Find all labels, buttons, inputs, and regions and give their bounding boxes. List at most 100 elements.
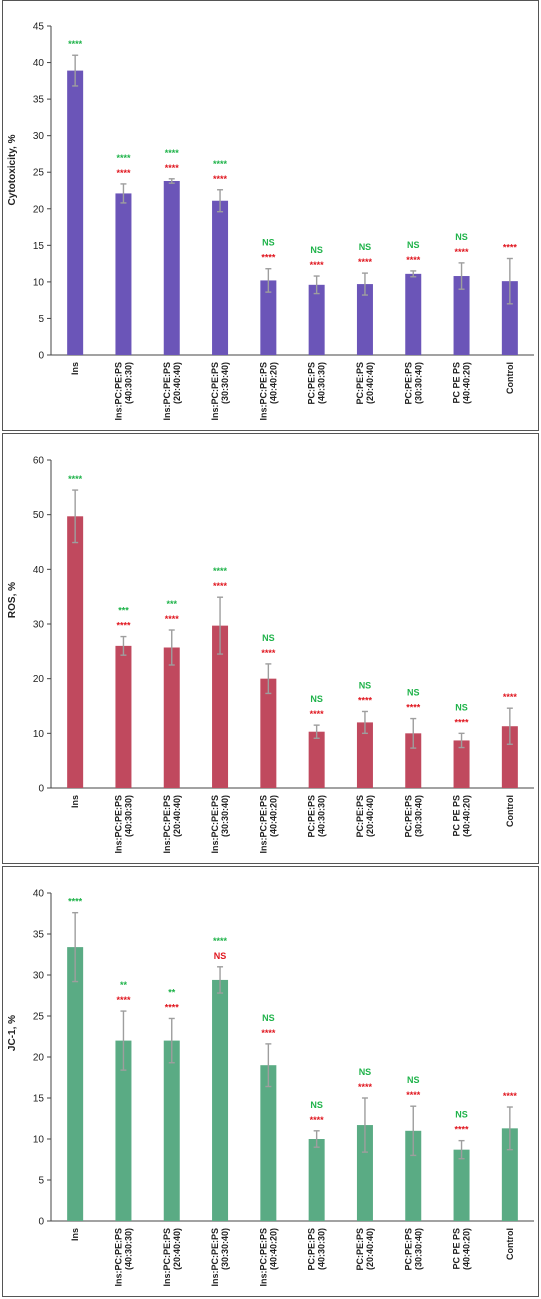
category-label: Ins:PC:PE:PS: [258, 362, 268, 421]
category-label: Ins: [70, 362, 80, 375]
bar-8: [405, 733, 422, 788]
category-label: PC:PE:PS: [355, 795, 365, 838]
y-axis-label: JC-1, %: [7, 1015, 18, 1051]
panel-frame: [2, 0, 539, 431]
y-tick-label: 30: [33, 971, 45, 982]
significance-red: ****: [213, 174, 228, 184]
category-label: Ins:PC:PE:PS: [162, 795, 172, 854]
y-tick-label: 50: [33, 510, 45, 521]
bar-9: [453, 740, 470, 788]
category-label: Ins:PC:PE:PS: [210, 1228, 220, 1287]
y-tick-label: 5: [38, 1176, 44, 1187]
category-label: PC PE PS: [452, 362, 462, 404]
category-label: (20:40:40): [365, 362, 375, 404]
significance-green: ****: [165, 148, 180, 158]
significance-green: NS: [262, 1013, 275, 1023]
significance-green: NS: [262, 238, 275, 248]
category-label: (20:40:40): [365, 1228, 375, 1270]
category-label: PC:PE:PS: [403, 1228, 413, 1271]
category-label: (40:40:20): [268, 795, 278, 837]
significance-red: ****: [310, 1115, 325, 1125]
y-tick-label: 0: [38, 784, 44, 795]
category-label: Ins:PC:PE:PS: [113, 795, 123, 854]
y-tick-label: 30: [33, 620, 45, 631]
category-label: PC:PE:PS: [403, 795, 413, 838]
significance-green: NS: [310, 245, 323, 255]
bar-8: [405, 1130, 422, 1221]
significance-red: ****: [213, 581, 228, 591]
significance-green: NS: [310, 1100, 323, 1110]
bar-2: [115, 193, 132, 355]
y-tick-label: 25: [33, 168, 45, 179]
category-label: (40:30:30): [317, 1228, 327, 1270]
y-tick-label: 30: [33, 131, 45, 142]
significance-red: ****: [165, 614, 180, 624]
y-tick-label: 5: [38, 314, 44, 325]
category-label: (30:30:40): [220, 795, 230, 837]
y-tick-label: 15: [33, 241, 45, 252]
category-label: (40:40:20): [462, 1228, 472, 1270]
significance-red: ****: [261, 253, 276, 263]
significance-red: ****: [261, 648, 276, 658]
significance-red: ****: [116, 621, 131, 631]
significance-green: ****: [68, 897, 83, 907]
y-tick-label: 35: [33, 930, 45, 941]
significance-green: ****: [68, 39, 83, 49]
y-tick-label: 20: [33, 204, 45, 215]
bar-10: [501, 1128, 518, 1221]
category-label: (30:30:40): [413, 1228, 423, 1270]
category-label: (20:40:40): [365, 795, 375, 837]
significance-red: ****: [165, 1002, 180, 1012]
significance-green: ****: [116, 153, 131, 163]
significance-green: ****: [213, 159, 228, 169]
category-label: Ins:PC:PE:PS: [162, 362, 172, 421]
significance-red: ****: [503, 1091, 518, 1101]
category-label: (40:30:30): [123, 795, 133, 837]
category-label: Control: [505, 795, 515, 827]
bar-3: [163, 647, 180, 788]
bar-6: [308, 284, 325, 355]
bar-4: [212, 979, 229, 1221]
y-tick-label: 15: [33, 1094, 45, 1105]
category-label: (30:30:40): [220, 362, 230, 404]
significance-green: **: [168, 987, 176, 997]
y-tick-label: 45: [33, 22, 45, 33]
significance-red: ****: [455, 717, 470, 727]
y-tick-label: 40: [33, 58, 45, 69]
category-label: PC:PE:PS: [307, 1228, 317, 1271]
bar-10: [501, 726, 518, 788]
category-label: (40:30:30): [123, 362, 133, 404]
y-tick-label: 25: [33, 1012, 45, 1023]
bar-5: [260, 678, 277, 788]
category-label: (40:40:20): [268, 362, 278, 404]
bar-10: [501, 281, 518, 355]
significance-green: NS: [359, 680, 372, 690]
significance-green: ****: [68, 474, 83, 484]
category-label: Ins:PC:PE:PS: [113, 1228, 123, 1287]
y-tick-label: 0: [38, 351, 44, 362]
category-label: Ins:PC:PE:PS: [162, 1228, 172, 1287]
bar-5: [260, 280, 277, 355]
significance-green: NS: [310, 694, 323, 704]
significance-green: ****: [213, 566, 228, 576]
significance-red: ****: [406, 255, 421, 265]
category-label: (40:30:30): [317, 362, 327, 404]
y-tick-label: 40: [33, 565, 45, 576]
significance-green: NS: [407, 240, 420, 250]
significance-red: ****: [165, 163, 180, 173]
category-label: Ins:PC:PE:PS: [113, 362, 123, 421]
category-label: PC PE PS: [452, 795, 462, 837]
significance-green: NS: [455, 702, 468, 712]
y-tick-label: 10: [33, 1135, 45, 1146]
bar-8: [405, 273, 422, 355]
bar-6: [308, 731, 325, 788]
category-label: PC:PE:PS: [307, 795, 317, 838]
significance-red: ****: [358, 257, 373, 267]
bar-3: [163, 180, 180, 355]
category-label: Control: [505, 362, 515, 394]
category-label: (20:40:40): [172, 795, 182, 837]
bar-2: [115, 1040, 132, 1221]
category-label: Ins:PC:PE:PS: [258, 795, 268, 854]
